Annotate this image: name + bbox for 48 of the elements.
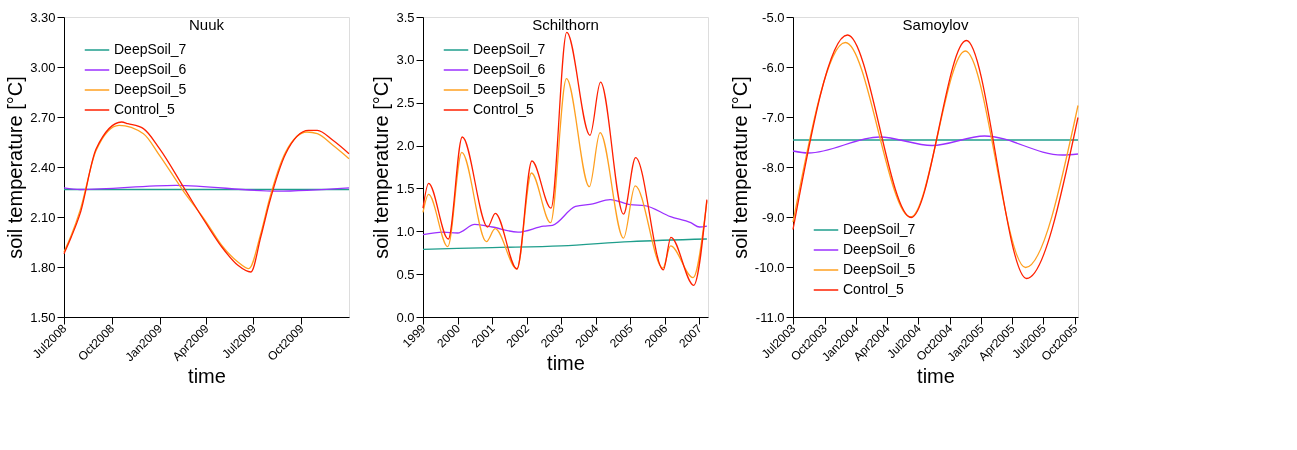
y-tick-label: 1.0 <box>396 223 415 239</box>
x-axis-title: time <box>547 351 585 374</box>
y-axis-title: soil temperature [°C] <box>4 76 27 259</box>
legend-label: DeepSoil_6 <box>114 61 187 77</box>
chart-title: Schilthorn <box>532 16 599 33</box>
line-series <box>422 31 708 286</box>
y-tick-label: 3.00 <box>30 59 56 75</box>
legend-label: DeepSoil_7 <box>473 41 546 57</box>
y-axis-title: soil temperature [°C] <box>728 76 751 259</box>
y-tick-label: -9.0 <box>762 209 785 225</box>
y-tick-label: 1.50 <box>30 309 56 325</box>
line-series <box>792 135 1079 156</box>
legend-label: DeepSoil_6 <box>843 241 916 257</box>
chart-title: Samoylov <box>902 16 969 33</box>
y-tick-label: -5.0 <box>762 9 785 25</box>
y-tick-label: 2.0 <box>396 138 415 154</box>
x-axis-title: time <box>188 365 226 388</box>
y-tick-label: -6.0 <box>762 59 785 75</box>
y-tick-label: 3.30 <box>30 9 56 25</box>
legend-label: DeepSoil_7 <box>843 221 916 237</box>
y-axis-title: soil temperature [°C] <box>370 76 393 259</box>
y-tick-label: 1.5 <box>396 180 415 196</box>
y-tick-label: 3.0 <box>396 52 415 68</box>
y-tick-label: 2.40 <box>30 159 56 175</box>
line-series <box>422 198 708 236</box>
legend-label: DeepSoil_6 <box>473 61 546 77</box>
y-tick-label: 0.5 <box>396 266 415 282</box>
y-tick-label: -10.0 <box>754 259 785 275</box>
y-tick-label: 3.5 <box>396 9 415 25</box>
line-series <box>422 78 708 279</box>
legend-label: Control_5 <box>473 101 534 117</box>
legend-label: DeepSoil_5 <box>114 81 187 97</box>
y-tick-label: -8.0 <box>762 159 785 175</box>
y-tick-label: 2.10 <box>30 209 56 225</box>
y-tick-label: 1.80 <box>30 259 56 275</box>
y-tick-label: 2.5 <box>396 95 415 111</box>
y-tick-label: -11.0 <box>755 309 785 325</box>
legend-label: Control_5 <box>843 281 904 297</box>
legend-label: DeepSoil_7 <box>114 41 187 57</box>
legend-label: Control_5 <box>114 101 175 117</box>
legend-label: DeepSoil_5 <box>843 261 916 277</box>
y-tick-label: -7.0 <box>762 109 785 125</box>
y-tick-label: 0.0 <box>396 309 415 325</box>
x-axis-title: time <box>917 365 955 388</box>
chart-title: Nuuk <box>188 16 225 33</box>
line-series <box>422 238 708 250</box>
y-tick-label: 2.70 <box>30 109 56 125</box>
legend-label: DeepSoil_5 <box>473 81 546 97</box>
